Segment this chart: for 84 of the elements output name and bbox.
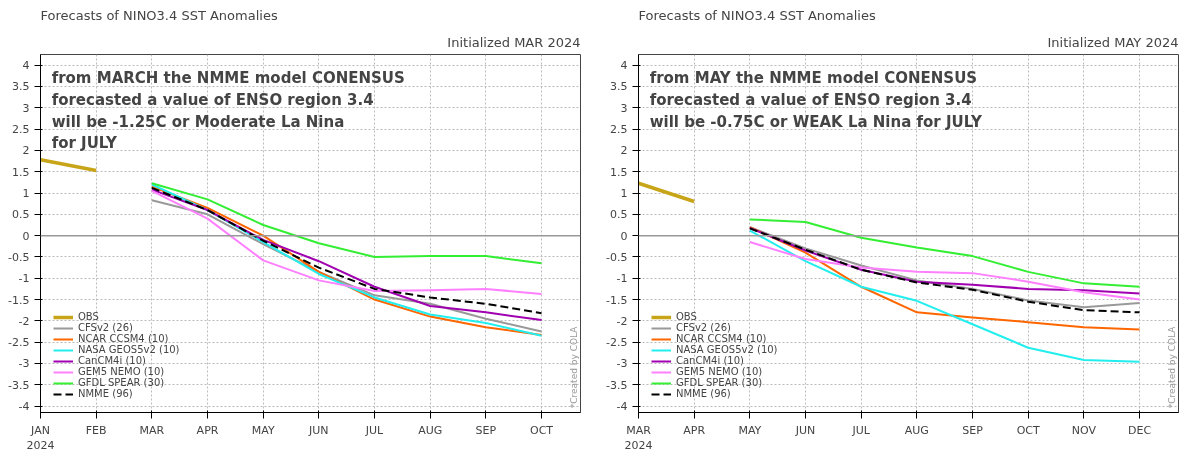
y-tick-label: -2.5 [606,336,628,350]
legend-label: GFDL SPEAR (30) [78,377,165,388]
x-tick-label: APR [196,423,219,437]
y-tick-label: -3.5 [8,378,30,392]
y-tick-label: -2.5 [8,336,30,350]
line-series [748,226,1141,331]
y-tick-label: -3.5 [606,378,628,392]
y-tick-label: -1 [616,272,628,286]
x-tick-label: JUL [364,423,385,437]
legend-label: CFSv2 (26) [78,322,133,333]
x-tick-label: MAR [139,423,165,437]
x-tick-label: SEP [475,423,497,437]
y-tick-label: 3.5 [12,80,30,94]
y-tick-label: 4 [22,59,30,73]
y-tick-label: 0.5 [12,208,30,222]
x-tick-label: JUN [794,423,816,437]
x-tick-label: JUN [308,423,329,437]
x-tick-label: AUG [418,423,443,437]
legend-label: CanCM4i (10) [78,355,146,366]
y-tick-label: -3 [18,357,30,371]
legend-label: OBS [676,311,697,322]
legend-label: NMME (96) [676,388,731,399]
y-tick-label: -4 [18,400,30,414]
legend-label: NASA GEOS5v2 (10) [676,344,778,355]
y-tick-label: -0.5 [606,250,628,264]
legend-label: CFSv2 (26) [676,322,731,333]
x-tick-label: JAN 2024 [26,423,55,453]
line-series [150,189,543,296]
legend-label: GEM5 NEMO (10) [676,366,763,377]
y-tick-label: -1.5 [8,293,30,307]
y-tick-label: 1 [620,187,628,201]
x-tick-label: FEB [85,423,107,437]
y-tick-label: -4 [616,400,628,414]
y-tick-label: 1 [22,187,30,201]
y-tick-label: 2 [22,144,30,158]
annotation: from MAY the NMME model CONENSUS forecasted a value of ENSO region 3.4 will be -0.75C or WEAK La Nina for JULY [649,69,983,131]
y-tick-label: 2 [620,144,628,158]
x-tick-label: OCT [530,423,554,437]
legend-label: GEM5 NEMO (10) [78,366,165,377]
x-tick-label: SEP [962,423,984,437]
x-tick-label: MAY [251,423,275,437]
line-series [748,226,1141,295]
x-tick-label: MAY [738,423,762,437]
y-tick-label: 3.5 [610,80,628,94]
x-tick-label: NOV [1071,423,1097,437]
line-series [748,218,1141,288]
legend-label: CanCM4i (10) [676,355,744,366]
x-tick-label: MAR 2024 [624,423,653,453]
y-tick-label: 0.5 [610,208,628,222]
legend-label: NCAR CCSM4 (10) [78,333,169,344]
y-tick-label: 1.5 [12,165,30,179]
y-tick-label: -1.5 [606,293,628,307]
x-tick-label: JUL [851,423,871,437]
chart-title: Forecasts of NINO3.4 SST Anomalies [40,7,278,23]
legend-label: NMME (96) [78,388,133,399]
y-tick-label: -3 [616,357,628,371]
annotation: from MARCH the NMME model CONENSUS forecasted a value of ENSO region 3.4 will be -1.25C or Moderate La Nina for JULY [51,69,405,153]
x-tick-label: AUG [904,423,929,437]
y-tick-label: 0 [22,229,30,243]
legend-label: OBS [78,311,99,322]
y-tick-label: 3 [620,101,628,115]
y-tick-label: -2 [616,314,628,328]
y-tick-label: 2.5 [12,123,30,137]
annotation: *Created by COLA [1167,325,1178,409]
x-tick-label: DEC [1127,423,1152,437]
chart-subtitle: Initialized MAR 2024 [447,34,581,50]
chart-title: Forecasts of NINO3.4 SST Anomalies [638,7,876,23]
y-tick-label: 1.5 [610,165,628,179]
legend-label: NCAR CCSM4 (10) [676,333,767,344]
x-tick-label: OCT [1016,423,1040,437]
x-tick-label: APR [683,423,706,437]
y-tick-label: -0.5 [8,250,30,264]
legend-label: NASA GEOS5v2 (10) [78,344,180,355]
line-series [748,241,1141,301]
legend-label: GFDL SPEAR (30) [676,377,763,388]
chart-subtitle: Initialized MAY 2024 [1047,34,1179,50]
y-tick-label: -1 [18,272,30,286]
y-tick-label: 3 [22,101,30,115]
y-tick-label: 0 [620,229,628,243]
y-tick-label: 2.5 [610,123,628,137]
y-tick-label: 4 [620,59,628,73]
line-series [150,182,543,265]
annotation: *Created by COLA [569,325,580,409]
y-tick-label: -2 [18,314,30,328]
